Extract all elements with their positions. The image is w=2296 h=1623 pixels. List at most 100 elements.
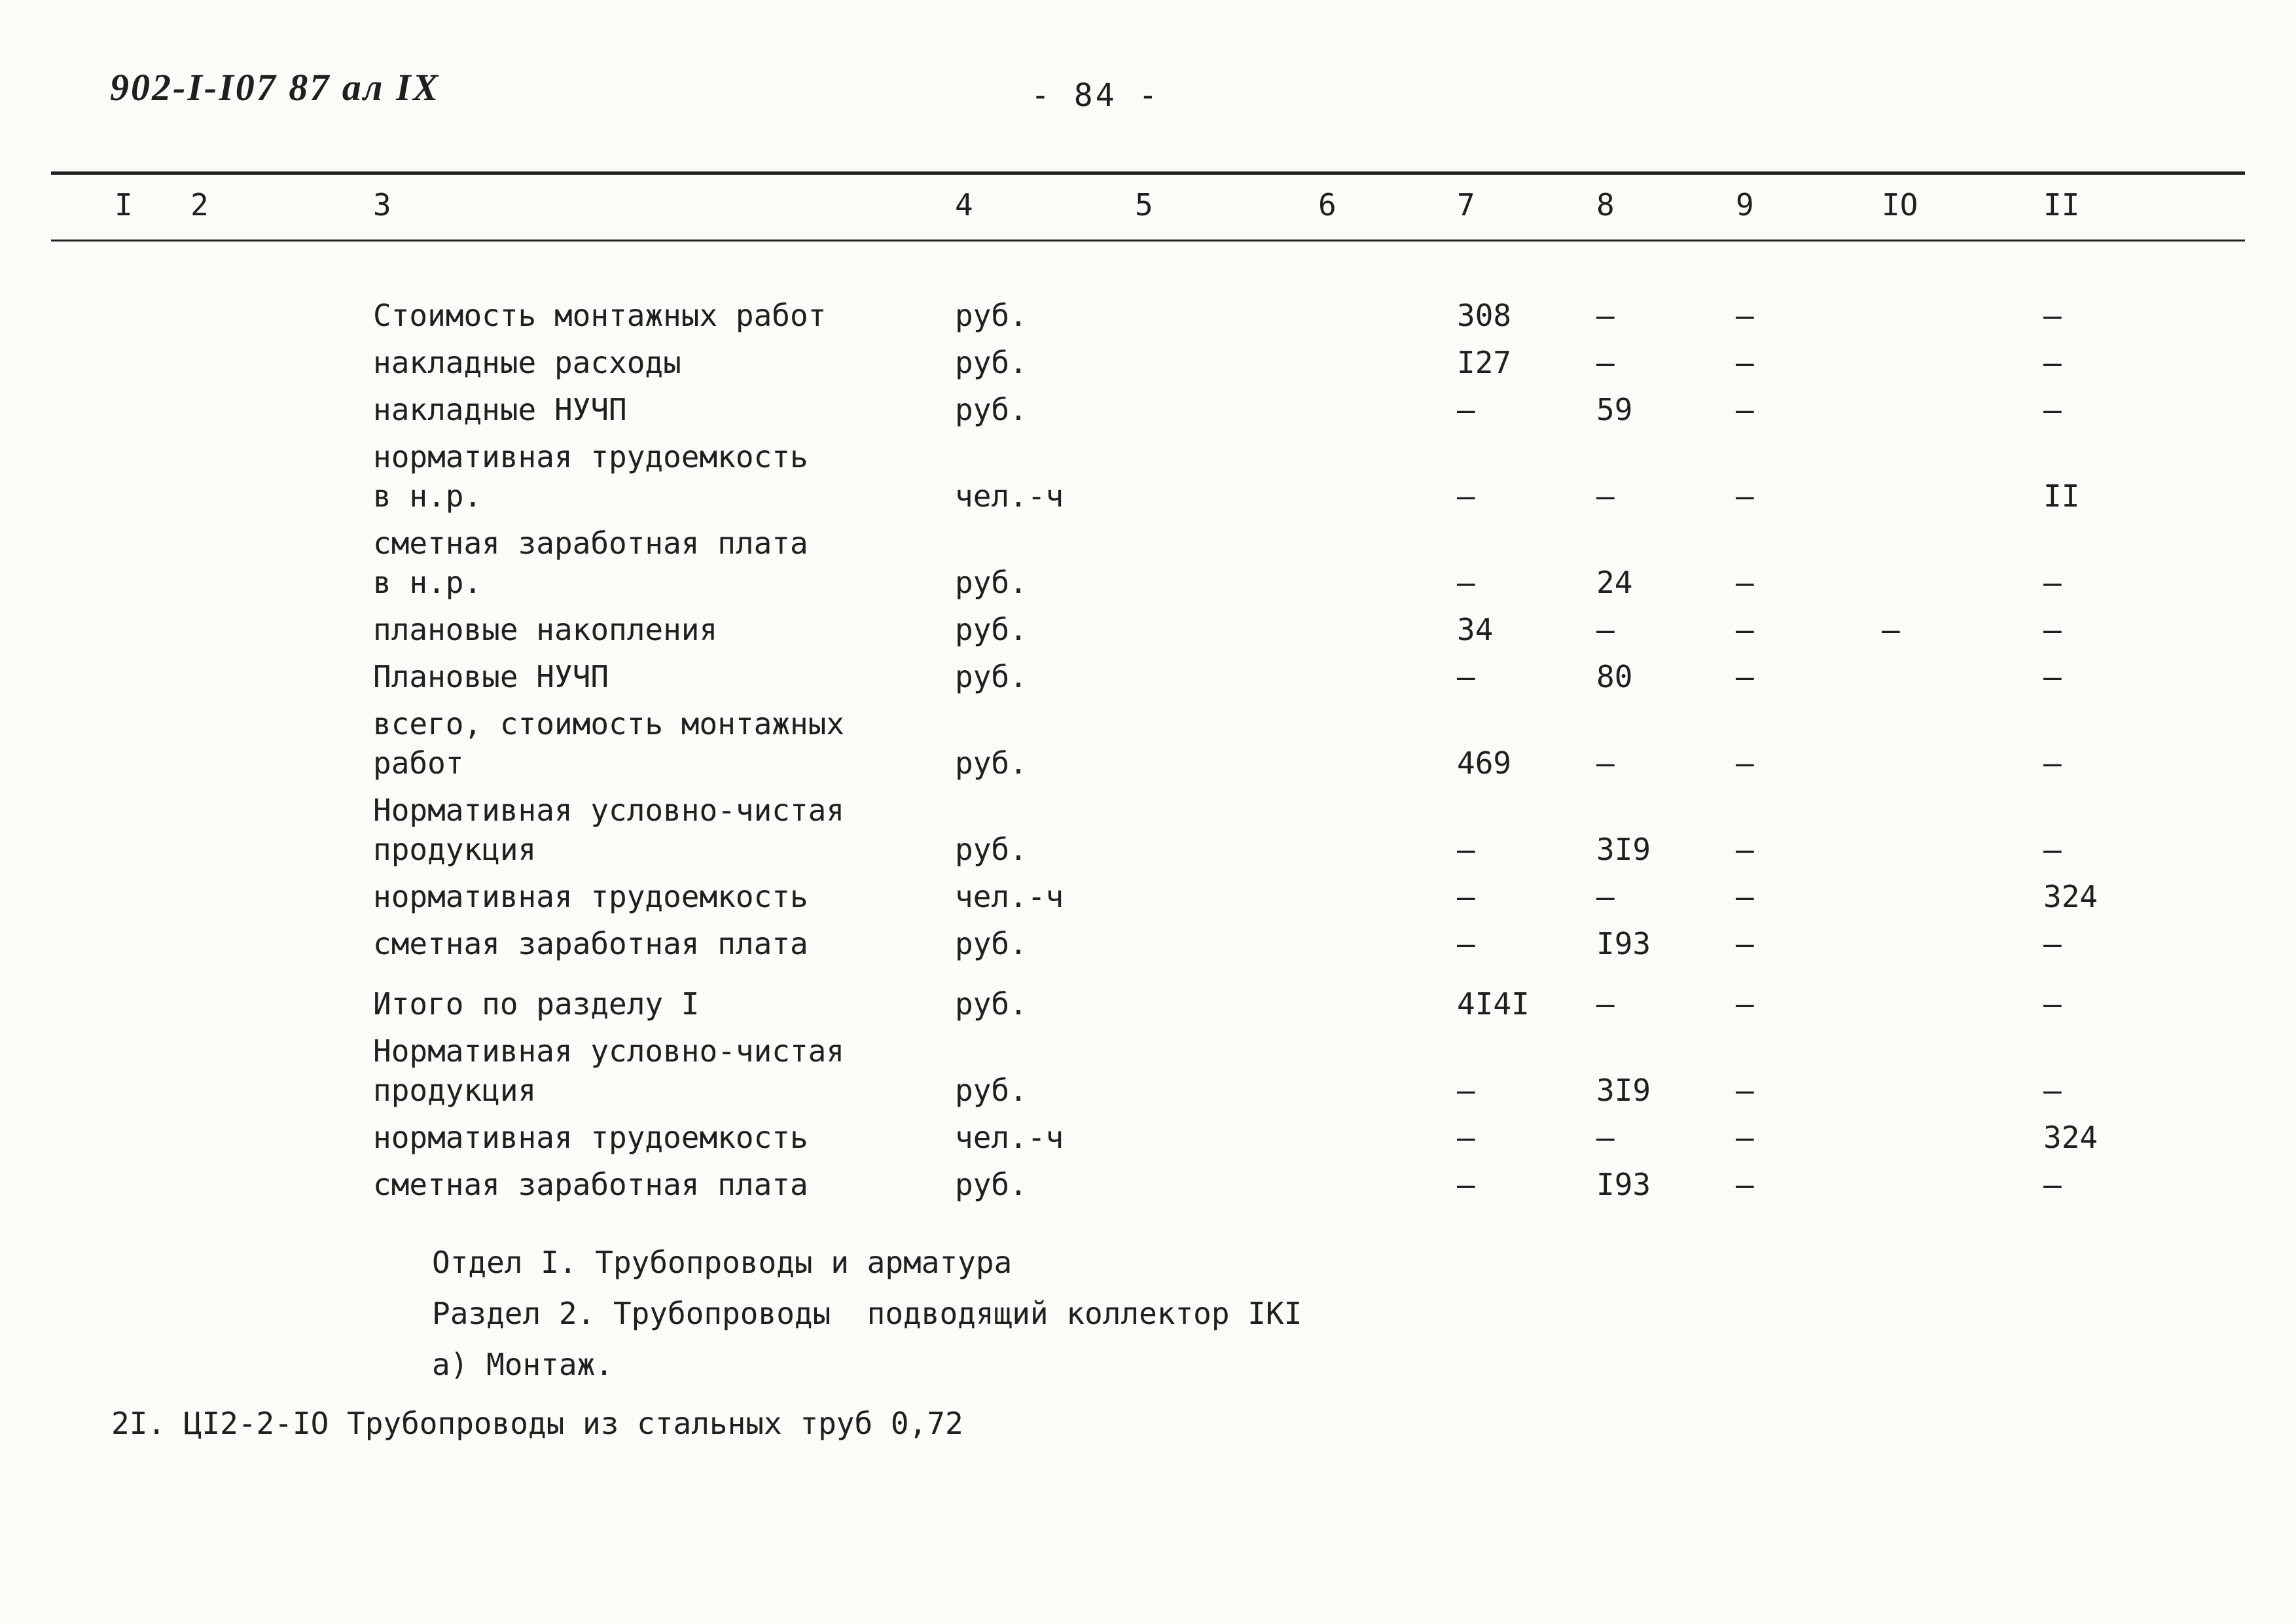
- row-value-col9: –: [1736, 832, 1754, 867]
- table-row: плановые накопления руб. 34 – – – –: [111, 610, 2271, 649]
- row-value-col10: –: [1882, 612, 1900, 647]
- row-value-col9: –: [1736, 659, 1754, 694]
- row-value-col7: –: [1457, 879, 1475, 914]
- row-value-col9: –: [1736, 986, 1754, 1022]
- row-value-col11: –: [2043, 392, 2062, 427]
- row-value-col9: –: [1736, 879, 1754, 914]
- table-row: Итого по разделу I руб. 4I4I – – –: [111, 984, 2271, 1024]
- table-column-headers: I 2 3 4 5 6 7 8 9 IO II: [111, 187, 2258, 233]
- footer-notes: Отдел I. Трубопроводы и арматура Раздел 2…: [432, 1242, 1302, 1395]
- table-row: Нормативная условно-чистая продукция руб.…: [111, 1031, 2271, 1110]
- row-value-col11: –: [2043, 345, 2062, 380]
- row-label: Итого по разделу I: [373, 986, 700, 1022]
- row-label: Нормативная условно-чистая продукция: [373, 1033, 845, 1108]
- row-label: накладные расходы: [373, 345, 681, 380]
- row-value-col11: II: [2043, 478, 2080, 514]
- row-value-col11: –: [2043, 926, 2062, 961]
- row-label: сметная заработная плата в н.р.: [373, 526, 808, 600]
- column-header-2: 2: [190, 187, 209, 223]
- table-row: сметная заработная плата руб. – I93 – –: [111, 1165, 2271, 1204]
- row-value-col8: 3I9: [1596, 832, 1651, 867]
- row-value-col8: –: [1596, 1120, 1615, 1155]
- row-value-col8: 59: [1596, 392, 1633, 427]
- row-value-col7: –: [1457, 1073, 1475, 1108]
- row-value-col8: 3I9: [1596, 1073, 1651, 1108]
- row-unit: руб.: [955, 565, 1028, 600]
- row-value-col7: 469: [1457, 745, 1512, 781]
- column-header-11: II: [2043, 187, 2080, 223]
- column-header-6: 6: [1318, 187, 1336, 223]
- row-value-col9: –: [1736, 298, 1754, 333]
- table-row: всего, стоимость монтажных работ руб. 469 –…: [111, 704, 2271, 783]
- column-header-4: 4: [955, 187, 973, 223]
- row-value-col7: I27: [1457, 345, 1512, 380]
- table-row: Нормативная условно-чистая продукция руб.…: [111, 791, 2271, 869]
- table-row: накладные НУЧП руб. – 59 – –: [111, 390, 2271, 429]
- row-label: Плановые НУЧП: [373, 659, 609, 694]
- row-value-col11: –: [2043, 1167, 2062, 1202]
- row-value-col11: –: [2043, 659, 2062, 694]
- row-value-col9: –: [1736, 1073, 1754, 1108]
- row-value-col7: –: [1457, 478, 1475, 514]
- row-label: Нормативная условно-чистая продукция: [373, 793, 845, 867]
- row-value-col8: –: [1596, 745, 1615, 781]
- row-value-col9: –: [1736, 565, 1754, 600]
- row-value-col8: I93: [1596, 1167, 1651, 1202]
- row-unit: руб.: [955, 832, 1028, 867]
- page-number: - 84 -: [1031, 77, 1160, 114]
- row-value-col11: –: [2043, 986, 2062, 1022]
- table-row: Стоимость монтажных работ руб. 308 – – –: [111, 296, 2271, 335]
- row-value-col7: –: [1457, 565, 1475, 600]
- row-unit: руб.: [955, 298, 1028, 333]
- row-unit: руб.: [955, 392, 1028, 427]
- column-header-7: 7: [1457, 187, 1475, 223]
- footer-note-line-2: Раздел 2. Трубопроводы подводящий коллек…: [432, 1296, 1302, 1331]
- row-value-col9: –: [1736, 926, 1754, 961]
- row-value-col9: –: [1736, 1167, 1754, 1202]
- table-row: нормативная трудоемкость чел.-ч – – – 324: [111, 877, 2271, 916]
- table-top-rule: [51, 171, 2245, 175]
- table-row: нормативная трудоемкость в н.р. чел.-ч – – –…: [111, 437, 2271, 516]
- row-unit: руб.: [955, 986, 1028, 1022]
- row-unit: руб.: [955, 1167, 1028, 1202]
- row-value-col7: 4I4I: [1457, 986, 1530, 1022]
- row-unit: чел.-ч: [955, 879, 1064, 914]
- row-label: всего, стоимость монтажных работ: [373, 706, 845, 781]
- column-header-10: IO: [1882, 187, 1918, 223]
- row-unit: руб.: [955, 745, 1028, 781]
- row-label: накладные НУЧП: [373, 392, 627, 427]
- column-header-1: I: [115, 187, 133, 223]
- table-row: сметная заработная плата в н.р. руб. – 24 – –: [111, 524, 2271, 602]
- column-header-3: 3: [373, 187, 391, 223]
- row-value-col9: –: [1736, 345, 1754, 380]
- row-value-col7: –: [1457, 659, 1475, 694]
- row-value-col11: –: [2043, 612, 2062, 647]
- table-header-rule: [51, 240, 2245, 241]
- row-unit: чел.-ч: [955, 478, 1064, 514]
- row-value-col11: –: [2043, 745, 2062, 781]
- row-unit: руб.: [955, 1073, 1028, 1108]
- row-label: сметная заработная плата: [373, 926, 808, 961]
- row-value-col8: –: [1596, 298, 1615, 333]
- row-value-col8: I93: [1596, 926, 1651, 961]
- row-value-col7: –: [1457, 832, 1475, 867]
- bottom-item-line: 2I. ЦI2-2-IO Трубопроводы из стальных тр…: [111, 1406, 963, 1441]
- footer-note-line-3: а) Монтаж.: [432, 1347, 613, 1382]
- row-unit: руб.: [955, 345, 1028, 380]
- row-value-col8: –: [1596, 478, 1615, 514]
- table-body: Стоимость монтажных работ руб. 308 – – – накла…: [111, 296, 2271, 1212]
- row-value-col7: –: [1457, 1120, 1475, 1155]
- row-value-col11: –: [2043, 298, 2062, 333]
- column-header-5: 5: [1135, 187, 1153, 223]
- row-label: нормативная трудоемкость в н.р.: [373, 439, 808, 514]
- row-value-col11: 324: [2043, 879, 2098, 914]
- row-label: Стоимость монтажных работ: [373, 298, 827, 333]
- row-label: сметная заработная плата: [373, 1167, 808, 1202]
- table-row: накладные расходы руб. I27 – – –: [111, 343, 2271, 382]
- row-value-col7: 308: [1457, 298, 1512, 333]
- row-value-col8: –: [1596, 986, 1615, 1022]
- table-row: сметная заработная плата руб. – I93 – –: [111, 924, 2271, 963]
- row-value-col9: –: [1736, 1120, 1754, 1155]
- row-value-col11: 324: [2043, 1120, 2098, 1155]
